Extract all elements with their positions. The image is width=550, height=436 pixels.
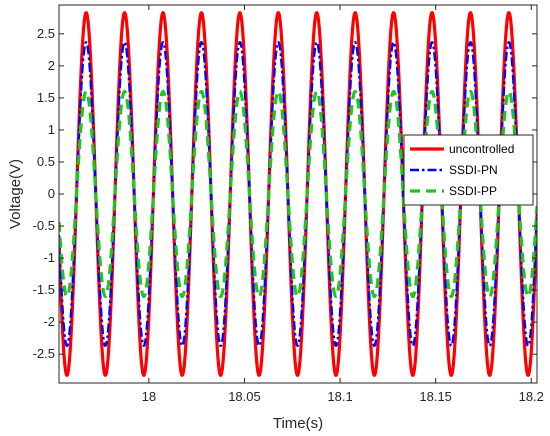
y-tick-label: -2 bbox=[43, 314, 55, 329]
series-line-ssdi-pn bbox=[59, 40, 537, 348]
y-tick-label: 2.5 bbox=[37, 26, 55, 41]
x-axis-title: Time(s) bbox=[273, 415, 323, 432]
y-axis-title: Voltage(V) bbox=[7, 159, 24, 229]
y-tick-label: -1 bbox=[43, 250, 55, 265]
y-tick-label: -0.5 bbox=[33, 218, 55, 233]
y-tick-label: -2.5 bbox=[33, 346, 55, 361]
y-tick-label: 1 bbox=[48, 122, 55, 137]
x-tick-label: 18.1 bbox=[327, 389, 352, 404]
x-tick-label: 18.2 bbox=[519, 389, 544, 404]
y-tick-label: 0 bbox=[48, 186, 55, 201]
y-tick-label: -1.5 bbox=[33, 282, 55, 297]
x-tick-label: 18 bbox=[142, 389, 156, 404]
legend-label: uncontrolled bbox=[449, 142, 514, 156]
y-tick-label: 0.5 bbox=[37, 154, 55, 169]
y-tick-label: 2 bbox=[48, 58, 55, 73]
x-tick-label: 18.15 bbox=[419, 389, 452, 404]
legend-label: SSDI-PP bbox=[449, 184, 497, 198]
legend-box bbox=[403, 134, 534, 206]
series-line-ssdi-pp bbox=[59, 89, 537, 299]
legend: uncontrolled SSDI-PN SSDI-PP bbox=[403, 134, 534, 206]
legend-label: SSDI-PN bbox=[449, 163, 498, 177]
x-tick-label: 18.05 bbox=[228, 389, 261, 404]
x-axis-ticks: 18 18.05 18.1 18.15 18.2 bbox=[142, 5, 544, 404]
y-axis-ticks: -2.5 -2 -1.5 -1 -0.5 0 0.5 1 1.5 2 2.5 bbox=[33, 26, 537, 361]
series-layer bbox=[59, 11, 537, 377]
y-tick-label: 1.5 bbox=[37, 90, 55, 105]
